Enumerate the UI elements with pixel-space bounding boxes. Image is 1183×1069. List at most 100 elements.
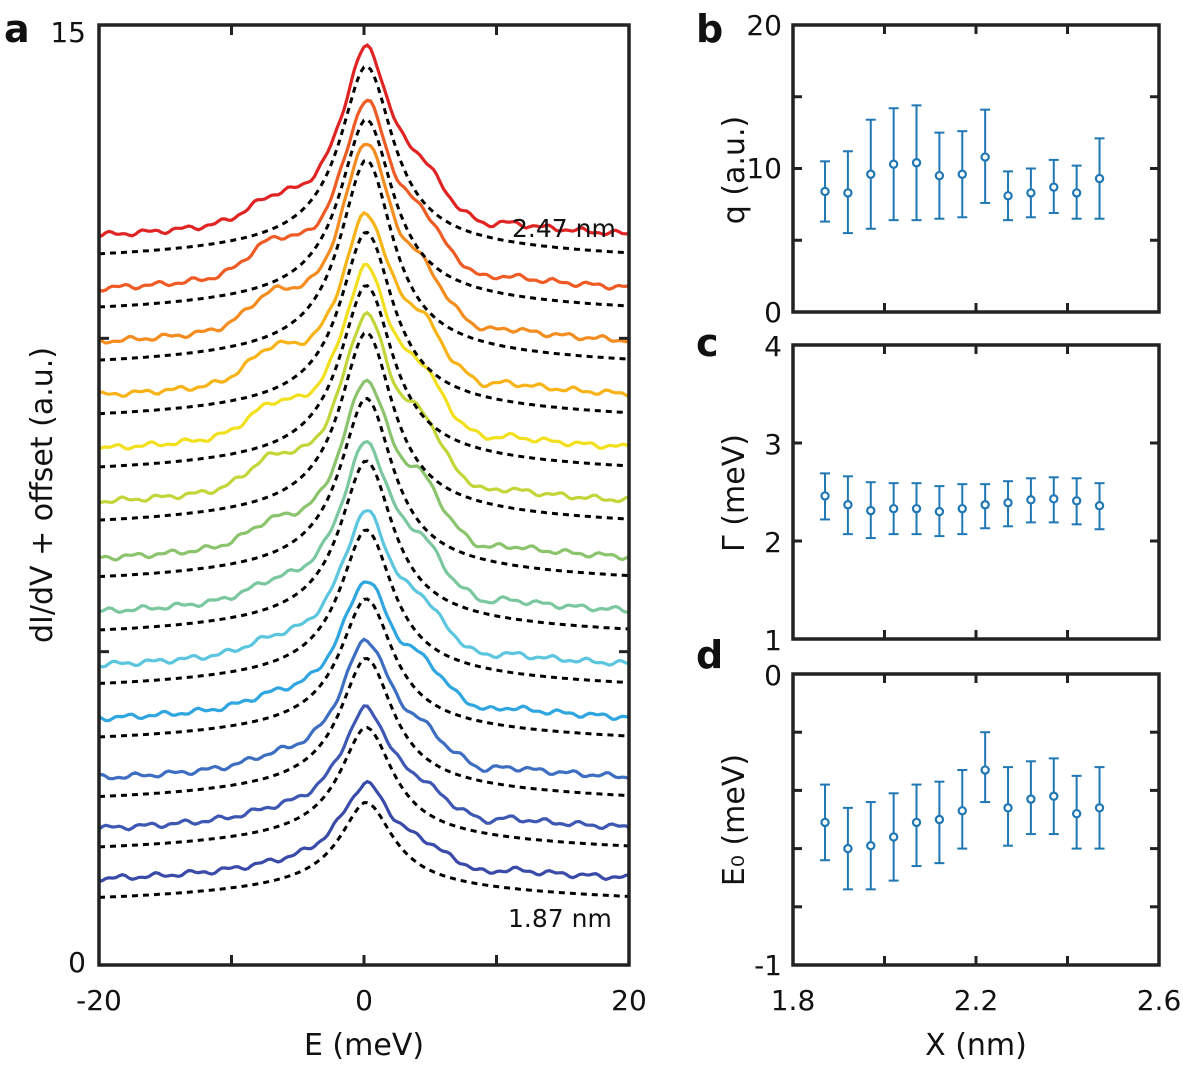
a-xtick-label-left: -20 xyxy=(76,984,122,1017)
d-ytick-minus1: -1 xyxy=(754,949,782,982)
spectrum-line-2.17 xyxy=(98,378,630,562)
data-point xyxy=(1094,173,1105,184)
panel-c-points xyxy=(820,472,1105,540)
a-xaxis-title: E (meV) xyxy=(304,1028,424,1063)
a-ytick-label-bottom: 0 xyxy=(68,946,86,979)
data-point xyxy=(1003,803,1013,813)
data-point xyxy=(820,491,830,501)
panel-b-points xyxy=(820,104,1105,235)
b-ytick-0: 0 xyxy=(764,296,782,329)
spectrum-line-2.32 xyxy=(98,210,630,399)
panel-a-ticks xyxy=(97,23,631,967)
data-point xyxy=(980,152,990,162)
fit-line-2.42 xyxy=(98,117,630,309)
annotation-top-position: 2.47 nm xyxy=(512,214,616,243)
fit-line-2.47 xyxy=(98,64,630,256)
spectrum-line-2.02 xyxy=(98,580,630,723)
spectrum-line-2.22 xyxy=(98,310,630,505)
data-point xyxy=(866,169,876,179)
data-point xyxy=(888,159,899,169)
d-xaxis-title: X (nm) xyxy=(925,1028,1027,1063)
spectrum-line-1.92 xyxy=(97,704,630,832)
panel-a-spectra: 2.47 nm 1.87 nm 15 0 -20 0 20 E (meV) dI… xyxy=(25,16,647,1063)
data-point xyxy=(957,169,967,179)
b-ytick-20: 20 xyxy=(746,9,782,42)
data-point xyxy=(1003,498,1013,508)
spectrum-line-2.07 xyxy=(98,508,630,669)
panel-letter-c: c xyxy=(696,321,719,365)
data-point xyxy=(934,814,945,825)
spectrum-line-1.97 xyxy=(98,637,630,781)
data-point xyxy=(1094,803,1105,813)
a-ytick-label-top: 15 xyxy=(50,16,86,49)
d-xtick-2.6: 2.6 xyxy=(1137,984,1182,1017)
d-xtick-1.8: 1.8 xyxy=(771,984,816,1017)
data-point xyxy=(888,503,899,514)
c-ytick-4: 4 xyxy=(764,330,782,363)
spectrum-line-1.87 xyxy=(98,779,630,884)
fit-line-2.32 xyxy=(98,230,630,416)
spectra-curves xyxy=(97,43,630,899)
b-yaxis-title: q (a.u.) xyxy=(717,116,752,224)
fit-line-2.12 xyxy=(98,459,630,632)
data-point xyxy=(980,765,990,775)
spectrum-line-2.12 xyxy=(98,439,630,614)
data-point xyxy=(911,503,922,514)
c-ytick-1: 1 xyxy=(764,624,782,657)
data-point xyxy=(1071,808,1082,819)
data-point xyxy=(866,840,876,851)
fit-line-2.07 xyxy=(98,528,630,685)
data-point xyxy=(934,170,945,181)
annotation-bottom-position: 1.87 nm xyxy=(508,904,612,933)
data-point xyxy=(1049,494,1059,504)
fit-line-2.37 xyxy=(98,158,630,362)
data-point xyxy=(957,806,967,816)
spectrum-line-2.27 xyxy=(98,262,630,451)
d-ytick-0: 0 xyxy=(764,659,782,692)
a-xtick-label-mid: 0 xyxy=(355,984,373,1017)
data-point xyxy=(980,500,990,510)
data-point xyxy=(911,817,922,828)
spectrum-line-2.47 xyxy=(98,43,630,239)
data-point xyxy=(888,832,899,842)
data-point xyxy=(820,817,830,828)
spectrum-line-2.37 xyxy=(98,142,630,345)
panel-c-ticks xyxy=(791,343,1161,641)
data-point xyxy=(1026,495,1036,505)
panel-d-points xyxy=(820,731,1105,891)
panel-d-e0: 0 -1 1.8 2.2 2.6 X (nm) E₀ (meV) xyxy=(717,659,1181,1063)
data-point xyxy=(843,843,853,854)
c-ytick-2: 2 xyxy=(764,526,782,559)
panel-b-ticks xyxy=(791,23,1161,314)
d-xtick-2.2: 2.2 xyxy=(954,984,999,1017)
data-point xyxy=(957,503,967,514)
panel-letter-b: b xyxy=(696,7,723,51)
data-point xyxy=(1026,188,1036,198)
panel-letter-d: d xyxy=(696,633,723,677)
c-ytick-3: 3 xyxy=(764,428,782,461)
a-xtick-label-right: 20 xyxy=(611,984,647,1017)
fit-line-2.17 xyxy=(98,396,630,579)
fit-line-2.27 xyxy=(98,284,630,469)
fit-line-2.02 xyxy=(98,597,630,739)
data-point xyxy=(1026,794,1036,804)
data-point xyxy=(843,500,853,510)
fit-line-2.22 xyxy=(98,331,630,522)
data-point xyxy=(911,158,922,168)
spectrum-line-2.42 xyxy=(98,98,630,293)
data-point xyxy=(843,188,853,198)
fit-line-1.97 xyxy=(98,656,630,798)
panel-c-gamma: 4 3 2 1 Γ (meV) xyxy=(717,330,1161,657)
b-ytick-10: 10 xyxy=(746,152,782,185)
data-point xyxy=(1094,501,1105,511)
data-point xyxy=(1049,182,1059,192)
fit-line-1.87 xyxy=(98,801,630,899)
data-point xyxy=(820,186,830,197)
data-point xyxy=(866,505,876,516)
fit-line-1.92 xyxy=(98,725,630,849)
c-yaxis-title: Γ (meV) xyxy=(717,434,752,552)
panel-d-ticks xyxy=(791,672,1161,967)
panel-b-q: 20 10 0 q (a.u.) xyxy=(717,9,1161,329)
data-point xyxy=(1071,188,1082,198)
